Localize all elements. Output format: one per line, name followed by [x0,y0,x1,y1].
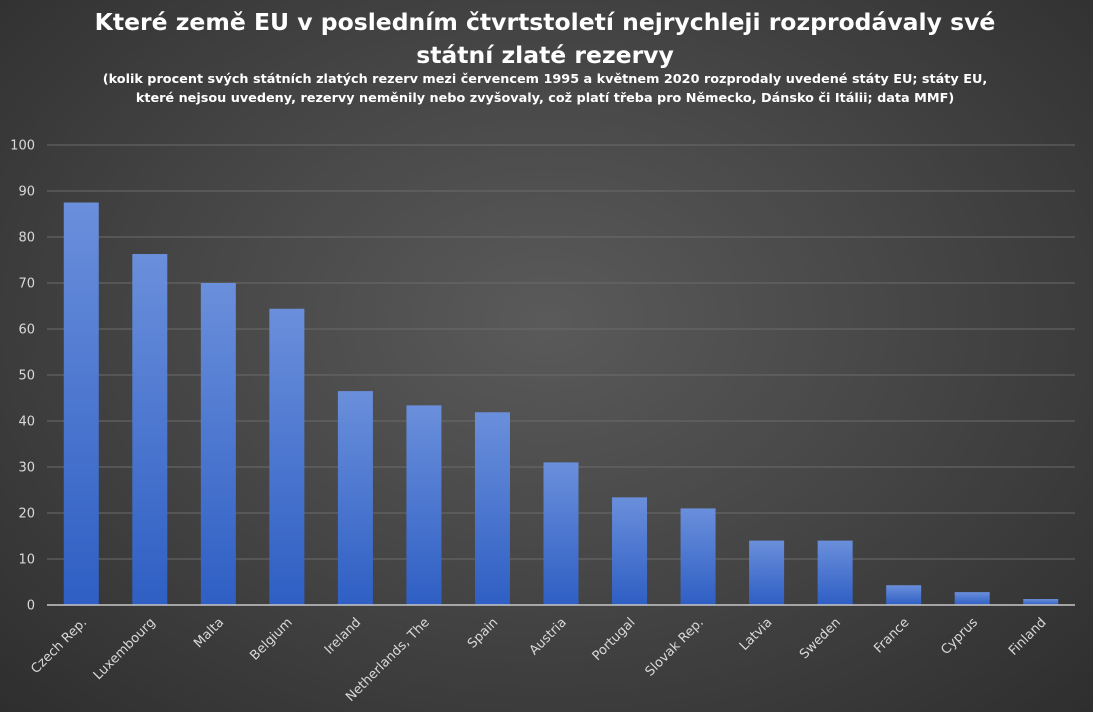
chart-subtitle: (kolik procent svých státních zlatých re… [102,72,988,106]
x-tick-label: Spain [465,615,501,651]
bar-ireland [337,391,373,605]
x-tick-label: Belgium [247,615,295,663]
bar-austria [543,462,579,605]
bar-malta [200,283,236,605]
y-tick-label: 70 [18,277,35,292]
y-tick-label: 10 [18,553,35,568]
x-tick-label: Slovak Rep. [643,615,707,679]
y-tick-label: 90 [18,185,35,200]
x-tick-label: Ireland [322,615,364,657]
x-tick-label: Portugal [590,615,639,664]
bar-netherlands-the [406,405,442,605]
x-tick-label: Latvia [737,615,776,654]
x-tick-label: Malta [191,615,227,651]
x-tick-label: Cyprus [938,615,981,658]
bar-finland [1023,599,1059,605]
x-tick-label: Czech Rep. [28,615,90,677]
y-tick-label: 80 [18,231,35,246]
x-tick-label: Luxembourg [91,615,159,683]
bar-latvia [749,540,785,605]
x-tick-label: Austria [527,615,570,658]
chart-title: Které země EU v posledním čtvrtstoletí n… [94,8,996,69]
y-tick-label: 100 [10,139,35,154]
y-tick-label: 50 [18,369,35,384]
y-tick-label: 30 [18,461,35,476]
y-tick-label: 20 [18,507,35,522]
y-axis-ticks: 0 10 20 30 40 50 60 70 80 90 100 [10,139,35,614]
y-tick-label: 0 [27,599,35,614]
bar-slovak-rep [680,508,716,605]
bars [63,202,1059,605]
bar-sweden [817,540,853,605]
x-axis-ticks: Czech Rep. Luxembourg Malta Belgium IrelandN… [28,615,1049,705]
bar-spain [474,412,510,605]
bar-cyprus [954,592,990,605]
x-tick-label: Sweden [797,615,844,662]
bar-czech-rep [63,202,99,605]
bar-luxembourg [132,254,168,605]
bar-portugal [612,497,648,605]
bar-france [886,585,922,605]
y-tick-label: 60 [18,323,35,338]
y-tick-label: 40 [18,415,35,430]
x-tick-label: France [871,615,912,656]
x-tick-label: Finland [1006,615,1049,658]
bar-belgium [269,308,305,605]
